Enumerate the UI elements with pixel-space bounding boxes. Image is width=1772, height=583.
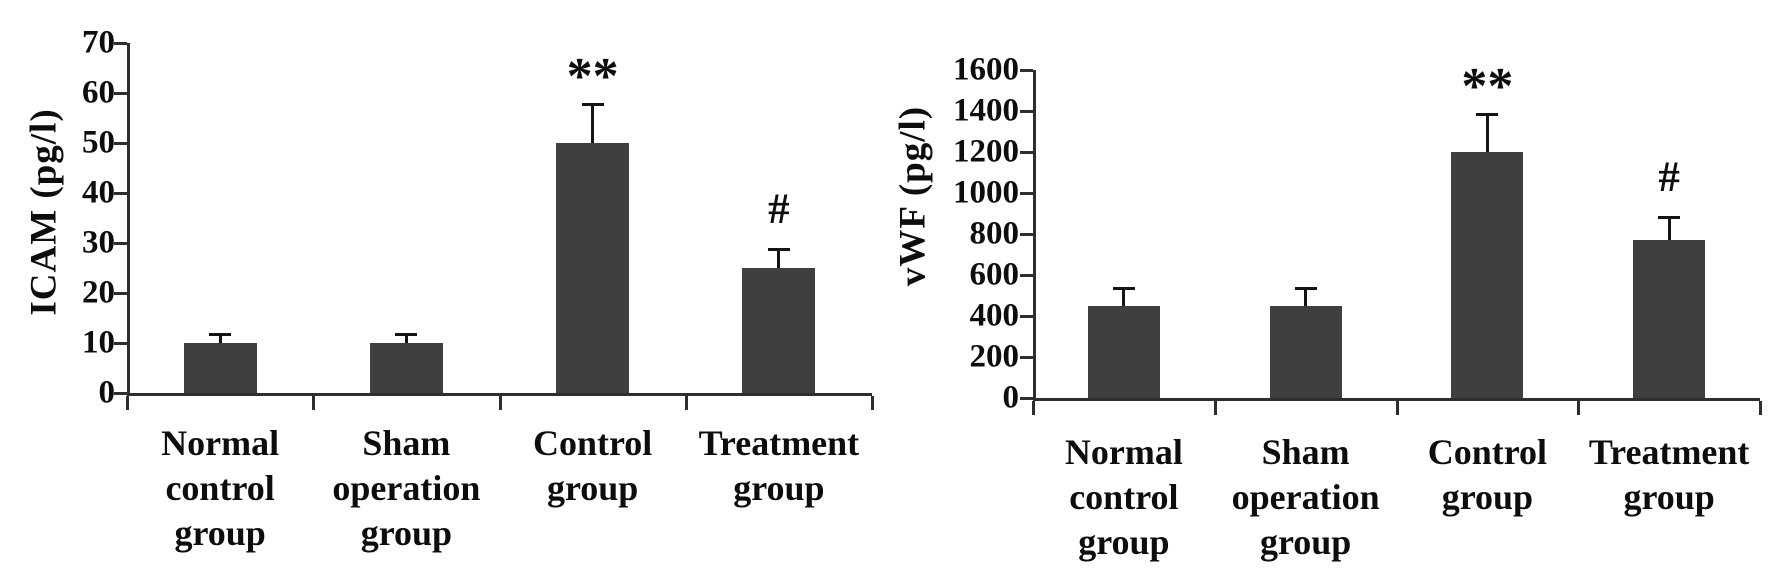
y-tick-label: 30 bbox=[82, 224, 115, 261]
y-tick-mark bbox=[114, 42, 127, 45]
error-bar-cap bbox=[395, 333, 418, 336]
y-tick-label: 0 bbox=[1002, 379, 1020, 416]
x-axis-line bbox=[1033, 398, 1760, 401]
y-tick-label: 50 bbox=[82, 124, 115, 161]
error-bar-cap bbox=[1112, 287, 1135, 291]
y-tick-mark bbox=[114, 192, 127, 195]
error-bar bbox=[591, 103, 595, 143]
error-bar bbox=[1485, 113, 1489, 152]
y-tick-label: 0 bbox=[98, 374, 116, 411]
bar-sham-operation-group bbox=[369, 343, 443, 393]
y-tick-mark bbox=[114, 242, 127, 245]
error-bar bbox=[1122, 287, 1126, 306]
y-tick-label: 600 bbox=[969, 256, 1020, 293]
x-tick-mark bbox=[871, 396, 874, 410]
bar-normal-control-group bbox=[1087, 305, 1160, 398]
y-tick-mark bbox=[1020, 151, 1033, 154]
error-bar-cap bbox=[767, 248, 790, 251]
x-tick-mark bbox=[1032, 401, 1035, 415]
y-tick-label: 10 bbox=[82, 324, 115, 361]
y-tick-label: 1400 bbox=[953, 92, 1019, 129]
x-axis-line bbox=[127, 393, 872, 396]
y-axis-line bbox=[127, 43, 130, 396]
y-tick-mark bbox=[114, 292, 127, 295]
y-tick-mark bbox=[1020, 110, 1033, 113]
y-tick-mark bbox=[114, 392, 127, 395]
x-tick-mark bbox=[312, 396, 316, 410]
bar-control-group bbox=[556, 143, 630, 393]
error-bar bbox=[777, 248, 781, 268]
bar-treatment-group bbox=[742, 268, 816, 393]
error-bar-cap bbox=[209, 333, 232, 336]
x-category-label: Sham operation group bbox=[1231, 432, 1380, 562]
y-tick-label: 40 bbox=[82, 174, 115, 211]
x-tick-mark bbox=[684, 396, 688, 410]
error-bar-cap bbox=[1658, 215, 1681, 219]
y-tick-mark bbox=[1020, 315, 1033, 318]
y-tick-label: 60 bbox=[82, 74, 115, 111]
x-category-label: Treatment group bbox=[1588, 432, 1750, 517]
x-category-label: Treatment group bbox=[698, 423, 860, 508]
y-tick-mark bbox=[1020, 356, 1033, 359]
bar-sham-operation-group bbox=[1269, 305, 1342, 398]
x-category-label: Control group bbox=[1427, 432, 1548, 517]
y-tick-label: 400 bbox=[969, 297, 1020, 334]
x-tick-mark bbox=[1395, 401, 1399, 415]
x-category-label: Control group bbox=[532, 423, 653, 508]
error-bar-cap bbox=[1476, 113, 1499, 117]
significance-marker: # bbox=[768, 186, 790, 233]
x-category-label: Normal control group bbox=[161, 423, 280, 553]
significance-marker: # bbox=[1658, 153, 1680, 201]
x-tick-mark bbox=[126, 396, 129, 410]
error-bar-cap bbox=[1294, 287, 1317, 291]
y-tick-mark bbox=[114, 142, 127, 145]
error-bar bbox=[404, 333, 408, 343]
y-tick-mark bbox=[114, 342, 127, 345]
y-tick-mark bbox=[114, 92, 127, 95]
error-bar-cap bbox=[581, 103, 604, 106]
significance-marker: ** bbox=[1461, 58, 1514, 116]
icam-y-axis-title: ICAM (pg/l) bbox=[23, 108, 65, 316]
error-bar bbox=[1304, 287, 1308, 306]
y-tick-label: 20 bbox=[82, 274, 115, 311]
y-axis-line bbox=[1033, 70, 1036, 401]
bar-control-group bbox=[1451, 152, 1524, 398]
y-tick-mark bbox=[1020, 69, 1033, 72]
x-tick-mark bbox=[1759, 401, 1762, 415]
x-tick-mark bbox=[1577, 401, 1581, 415]
y-tick-label: 1600 bbox=[953, 51, 1019, 88]
x-tick-mark bbox=[498, 396, 502, 410]
y-tick-label: 200 bbox=[969, 338, 1020, 375]
y-tick-mark bbox=[1020, 233, 1033, 236]
y-tick-mark bbox=[1020, 192, 1033, 195]
x-category-label: Normal control group bbox=[1064, 432, 1183, 562]
bar-treatment-group bbox=[1633, 240, 1706, 398]
x-category-label: Sham operation group bbox=[332, 423, 481, 553]
error-bar bbox=[218, 333, 222, 343]
y-tick-label: 800 bbox=[969, 215, 1020, 252]
bar-normal-control-group bbox=[183, 343, 257, 393]
vwf-y-axis-title: vWF (pg/l) bbox=[892, 105, 934, 287]
y-tick-label: 70 bbox=[82, 24, 115, 61]
y-tick-label: 1200 bbox=[953, 133, 1019, 170]
y-tick-mark bbox=[1020, 274, 1033, 277]
error-bar bbox=[1667, 215, 1671, 241]
significance-marker: ** bbox=[566, 48, 619, 105]
y-tick-mark bbox=[1020, 397, 1033, 400]
y-tick-label: 1000 bbox=[953, 174, 1019, 211]
x-tick-mark bbox=[1213, 401, 1217, 415]
